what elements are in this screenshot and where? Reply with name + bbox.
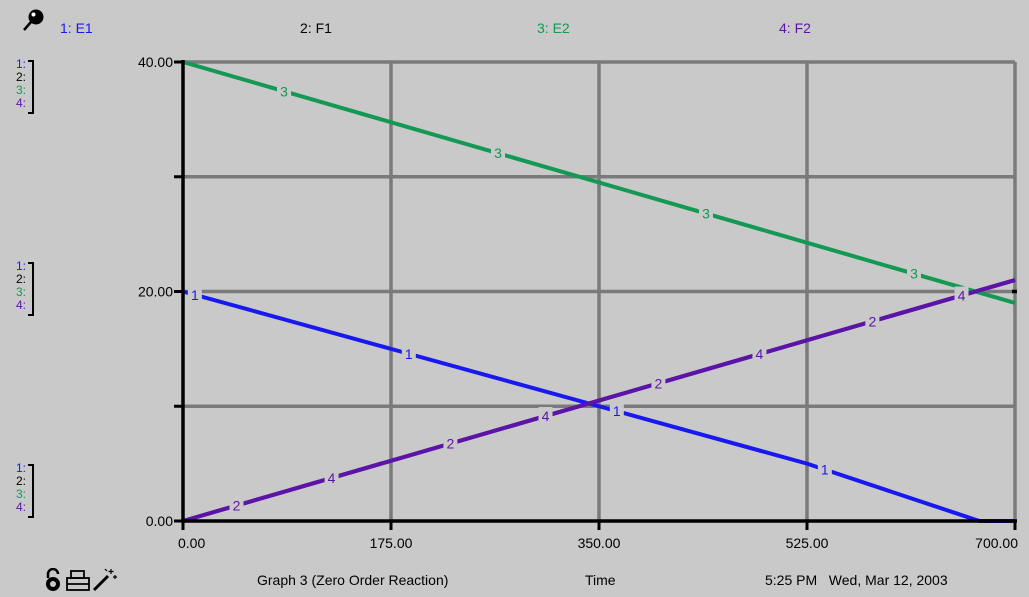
tick-labels: 0.00 20.00 40.00 0.00 175.00 350.00 525.00 700.… [138, 54, 1018, 551]
x-tick-label: 700.00 [975, 535, 1018, 551]
series-marker-bg [817, 460, 832, 477]
series-marker-bg [401, 344, 416, 361]
legend-item-2[interactable]: 2: F1 [300, 20, 332, 36]
series-marker-bg [865, 312, 880, 329]
axes [174, 60, 1017, 530]
grid [183, 60, 1017, 521]
series-marker-bg [698, 204, 713, 221]
series-marker-3: 3 [494, 145, 502, 161]
y-tick-label: 20.00 [138, 284, 173, 300]
scale-label-4: 4: [16, 96, 27, 110]
series-marker-bg [277, 82, 292, 99]
scale-bracket-middle [28, 262, 34, 316]
scale-group-top[interactable]: 1: 2: 3: 4: [16, 58, 36, 110]
legend-label: 2: F1 [300, 20, 332, 36]
series-marker-bg [954, 286, 969, 303]
series-marker-bg [229, 496, 244, 513]
graph-title: Graph 3 (Zero Order Reaction) [257, 572, 449, 588]
series-layer: 1 1 1 1 2 2 2 2 3 3 3 3 4 4 4 4 [182, 60, 1016, 523]
scale-group-middle[interactable]: 1: 2: 3: 4: [16, 260, 36, 312]
x-tick-label: 175.00 [370, 535, 413, 551]
scale-label-4: 4: [16, 298, 27, 312]
legend-item-3[interactable]: 3: E2 [537, 20, 570, 36]
series-marker-3: 3 [702, 205, 710, 221]
series-line-3 [182, 60, 1016, 305]
series-marker-4: 4 [542, 408, 550, 424]
legend-label: 3: E2 [537, 20, 570, 36]
scale-bracket-bottom [28, 464, 34, 518]
scale-label-1: 1: [16, 259, 27, 273]
series-marker-bg [651, 374, 666, 391]
x-tick-label: 350.00 [578, 535, 621, 551]
scale-label-3: 3: [16, 285, 27, 299]
scale-label-1: 1: [16, 461, 27, 475]
y-tick-label: 40.00 [138, 54, 173, 70]
legend-item-1[interactable]: 1: E1 [60, 20, 93, 36]
series-marker-2: 2 [655, 375, 663, 391]
scale-label-4: 4: [16, 500, 27, 514]
timestamp: 5:25 PM Wed, Mar 12, 2003 [765, 572, 948, 588]
legend-label: 1: E1 [60, 20, 93, 36]
series-marker-bg [187, 285, 202, 302]
series-marker-1: 1 [613, 403, 621, 419]
pin-icon[interactable] [22, 8, 46, 32]
series-marker-4: 4 [958, 288, 966, 304]
series-marker-1: 1 [191, 287, 199, 303]
series-marker-3: 3 [910, 266, 918, 282]
series-marker-2: 2 [233, 498, 241, 514]
scale-label-3: 3: [16, 487, 27, 501]
series-marker-bg [324, 468, 339, 485]
series-marker-2: 2 [868, 313, 876, 329]
x-tick-label: 0.00 [178, 535, 205, 551]
scale-label-2: 2: [16, 474, 27, 488]
x-axis-title: Time [585, 572, 616, 588]
series-marker-4: 4 [328, 470, 336, 486]
series-marker-bg [443, 434, 458, 451]
scale-label-1: 1: [16, 57, 27, 71]
legend-label: 4: F2 [779, 20, 811, 36]
series-marker-bg [490, 144, 505, 161]
series-marker-bg [538, 407, 553, 424]
series-marker-3: 3 [280, 83, 288, 99]
series-marker-2: 2 [447, 436, 455, 452]
lock-icon[interactable] [44, 567, 62, 592]
legend-item-4[interactable]: 4: F2 [779, 20, 811, 36]
series-marker-1: 1 [405, 346, 413, 362]
y-tick-label: 0.00 [146, 513, 173, 529]
series-marker-bg [752, 345, 767, 362]
magic-wand-icon[interactable] [92, 568, 118, 592]
x-tick-label: 525.00 [786, 535, 829, 551]
scale-label-2: 2: [16, 272, 27, 286]
scale-group-bottom[interactable]: 1: 2: 3: 4: [16, 462, 36, 514]
series-marker-bg [906, 264, 921, 281]
series-marker-1: 1 [821, 462, 829, 478]
scale-label-3: 3: [16, 83, 27, 97]
print-icon[interactable] [66, 570, 90, 592]
series-marker-bg [609, 402, 624, 419]
scale-label-2: 2: [16, 70, 27, 84]
scale-bracket-top [28, 60, 34, 114]
series-marker-4: 4 [756, 346, 764, 362]
